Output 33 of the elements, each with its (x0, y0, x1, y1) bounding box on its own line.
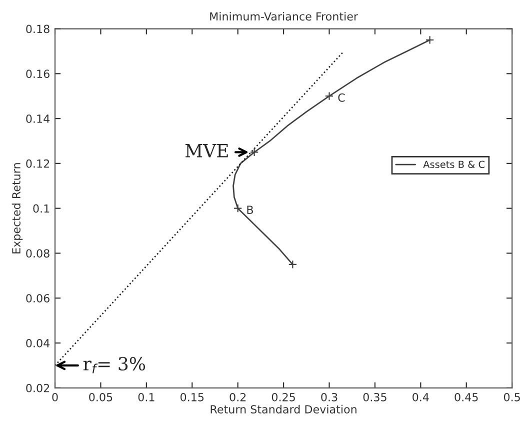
x-tick-label: 0.05 (89, 392, 112, 402)
legend-label: Assets B & C (423, 160, 485, 168)
annotation: MVE (185, 144, 228, 158)
y-tick-label: 0.16 (26, 70, 50, 78)
x-tick-label: 0.3 (321, 392, 338, 402)
x-axis-title: Return Standard Deviation (210, 404, 356, 414)
point (233, 204, 242, 213)
x-tick-label: 0.25 (272, 392, 295, 402)
point (250, 148, 259, 157)
x-tick-label: 0.4 (412, 392, 429, 402)
y-tick-label: 0.02 (26, 384, 50, 392)
point (288, 260, 298, 269)
y-tick-label: 0.08 (26, 249, 50, 258)
y-tick-label: 0.1 (33, 204, 50, 213)
x-tick-label: 0.15 (180, 392, 204, 402)
point (425, 36, 434, 44)
annotation: r$_{f}$= 3% (83, 356, 146, 374)
annotation: B (247, 206, 254, 214)
annotation: C (338, 93, 345, 102)
x-tick-label: 0 (52, 392, 58, 402)
x-tick-label: 0.5 (504, 392, 520, 402)
y-tick-label: 0.18 (26, 24, 50, 34)
y-axis-title: Expected Return (12, 163, 23, 254)
y-tick-label: 0.06 (26, 294, 50, 302)
x-tick-label: 0.2 (230, 392, 246, 402)
x-tick-label: 0.35 (363, 392, 386, 402)
chart-title: Minimum-Variance Frontier (210, 12, 358, 21)
y-tick-label: 0.04 (26, 338, 50, 348)
y-tick-label: 0.14 (26, 114, 50, 123)
x-tick-label: 0.45 (454, 392, 478, 402)
point (324, 92, 334, 100)
x-tick-label: 0.1 (138, 392, 154, 402)
y-tick-label: 0.12 (26, 159, 50, 168)
